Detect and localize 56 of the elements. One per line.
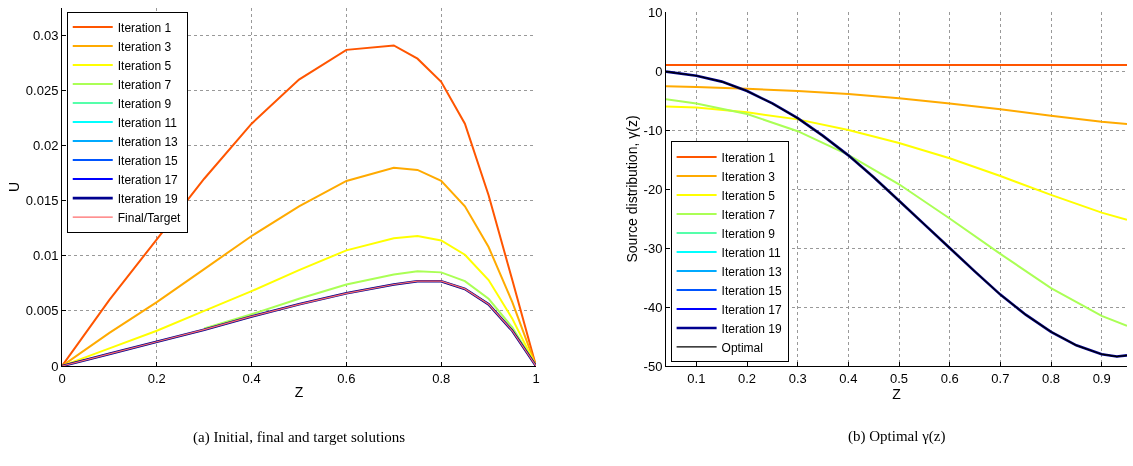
- legend-label: Iteration 5: [721, 188, 776, 203]
- x-axis-title: Z: [294, 383, 304, 400]
- y-tick-label: 0.015: [25, 193, 59, 209]
- y-tick-label: 0.01: [33, 248, 59, 264]
- y-tick-label: 0.02: [33, 138, 59, 154]
- legend-label: Final/Target: [117, 210, 182, 225]
- y-tick-label: 0.03: [33, 28, 59, 44]
- legend-label: Iteration 13: [117, 134, 179, 149]
- legend-label: Iteration 9: [721, 226, 776, 241]
- x-tick-label: 0.4: [839, 370, 858, 386]
- legend-label: Iteration 11: [117, 115, 178, 130]
- legend-label: Iteration 1: [117, 20, 172, 35]
- legend-label: Iteration 1: [721, 150, 776, 165]
- x-axis-title: Z: [892, 385, 902, 402]
- legend-label: Iteration 17: [721, 302, 782, 317]
- legend-label: Iteration 19: [117, 191, 179, 206]
- legend-label: Iteration 11: [721, 245, 782, 260]
- y-tick-label: 10: [647, 4, 663, 20]
- x-tick-label: 0.1: [687, 370, 706, 386]
- y-tick-label: -30: [643, 240, 663, 256]
- x-tick-label: 0.2: [738, 370, 757, 386]
- legend-label: Optimal: [721, 340, 763, 355]
- y-tick-label: 0: [655, 63, 663, 79]
- x-tick-label: 0.3: [788, 370, 807, 386]
- x-tick-label: 0.8: [1041, 370, 1061, 386]
- legend-label: Iteration 15: [117, 153, 179, 168]
- y-tick-label: 0: [51, 358, 59, 374]
- y-axis-title: U: [6, 181, 23, 193]
- x-tick-label: 0.4: [242, 370, 261, 386]
- x-tick-label: 0.9: [1092, 370, 1111, 386]
- x-tick-label: 1: [532, 370, 540, 386]
- legend-label: Iteration 9: [117, 96, 172, 111]
- y-tick-label: -40: [643, 299, 663, 315]
- legend-label: Iteration 3: [721, 169, 776, 184]
- legend-label: Iteration 5: [117, 58, 172, 73]
- legend-label: Iteration 17: [117, 172, 179, 187]
- legend-label: Iteration 13: [721, 264, 782, 279]
- x-tick-label: 0.6: [337, 370, 356, 386]
- y-tick-label: -20: [643, 181, 663, 197]
- x-tick-label: 0.8: [432, 370, 451, 386]
- x-tick-label: 0.7: [991, 370, 1010, 386]
- x-tick-label: 0.5: [889, 370, 909, 386]
- text: (a) Initial, final and target solutions: [193, 429, 406, 446]
- text: (b) Optimal γ(z): [848, 428, 946, 445]
- legend-label: Iteration 7: [117, 77, 172, 92]
- y-tick-label: -50: [643, 358, 663, 374]
- legend-label: Iteration 15: [721, 283, 782, 298]
- y-tick-label: 0.025: [25, 83, 59, 99]
- y-tick-label: -10: [643, 122, 663, 138]
- x-tick-label: 0.6: [940, 370, 959, 386]
- y-tick-label: 0.005: [25, 303, 59, 319]
- x-tick-label: 0.2: [147, 370, 166, 386]
- y-axis-title: Source distribution, γ(z): [624, 115, 641, 263]
- legend-label: Iteration 3: [117, 39, 172, 54]
- legend-label: Iteration 19: [721, 321, 782, 336]
- legend-label: Iteration 7: [721, 207, 776, 222]
